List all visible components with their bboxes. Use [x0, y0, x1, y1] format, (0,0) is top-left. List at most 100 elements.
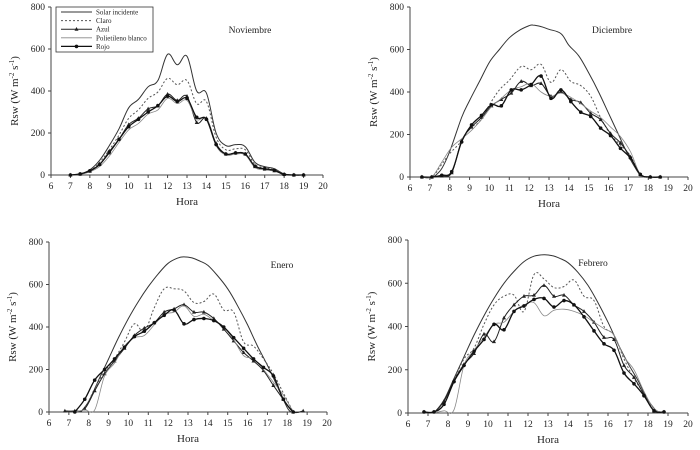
panel-title: Febrero	[578, 259, 608, 269]
data-point-rojo	[632, 382, 636, 386]
series-rojo	[420, 74, 662, 179]
x-tick-label: 17	[263, 419, 273, 429]
y-tick-label: 400	[29, 323, 44, 333]
data-point-rojo	[92, 378, 97, 382]
data-point-azul	[622, 363, 626, 367]
y-tick-label: 600	[31, 45, 46, 55]
series-azul	[419, 79, 663, 179]
y-tick-label: 400	[390, 88, 405, 98]
x-tick-label: 8	[447, 184, 452, 194]
y-tick-label: 600	[390, 46, 405, 56]
data-point-rojo	[107, 150, 112, 154]
data-point-rojo	[301, 173, 306, 177]
data-point-rojo	[262, 166, 267, 171]
series-rojo	[68, 94, 306, 177]
x-tick-label: 6	[406, 420, 411, 430]
x-tick-label: 19	[299, 182, 309, 192]
data-point-rojo	[542, 296, 546, 301]
data-point-rojo	[582, 314, 586, 319]
y-tick-label: 600	[388, 279, 403, 289]
data-point-rojo	[68, 173, 73, 177]
x-tick-label: 16	[604, 184, 614, 194]
data-point-rojo	[136, 117, 141, 122]
data-point-rojo	[452, 379, 456, 384]
legend-label-poli: Polietileno blanco	[96, 34, 147, 42]
data-point-rojo	[592, 329, 596, 333]
series-azul	[68, 91, 306, 177]
data-point-rojo	[549, 96, 553, 101]
series-poli	[74, 305, 294, 413]
data-point-azul	[499, 97, 504, 101]
data-point-azul	[301, 408, 306, 413]
data-point-rojo	[552, 305, 556, 309]
x-tick-label: 18	[643, 420, 653, 430]
x-tick-label: 16	[243, 419, 253, 429]
data-point-azul	[632, 375, 636, 379]
data-point-rojo	[449, 169, 454, 174]
data-point-azul	[502, 315, 506, 320]
x-axis-title: Hora	[177, 433, 199, 445]
data-point-rojo	[628, 156, 633, 160]
data-point-rojo	[439, 173, 444, 178]
data-point-azul	[82, 406, 87, 411]
x-tick-label: 15	[584, 184, 594, 194]
data-point-rojo	[243, 152, 248, 156]
x-tick-label: 7	[426, 420, 431, 430]
data-point-rojo	[479, 113, 484, 118]
x-tick-label: 10	[483, 420, 493, 430]
series-line-rojo	[421, 75, 661, 178]
series-line-solar	[433, 24, 649, 178]
x-tick-label: 12	[524, 184, 534, 194]
data-point-azul	[492, 339, 496, 344]
data-point-rojo	[492, 322, 496, 327]
x-tick-label: 7	[427, 184, 432, 194]
chart-panel-enero: 6 7 8 9 10 11 12 13 14 15 16 17 18 19 200200400600800H…	[6, 238, 332, 445]
data-point-azul	[211, 316, 216, 320]
legend-marker-azul	[74, 27, 79, 31]
panel-title: Enero	[271, 261, 294, 271]
x-tick-label: 7	[68, 182, 73, 192]
data-point-rojo	[519, 88, 523, 92]
data-point-rojo	[662, 410, 666, 414]
data-point-azul	[562, 292, 566, 297]
data-point-rojo	[291, 410, 296, 414]
data-point-rojo	[652, 409, 656, 413]
series-line-solar	[80, 256, 292, 413]
data-point-azul	[588, 111, 593, 115]
x-tick-label: 20	[322, 419, 332, 429]
data-point-rojo	[292, 173, 296, 177]
y-tick-label: 400	[388, 323, 403, 333]
x-tick-label: 13	[182, 182, 192, 192]
chart-panel-febrero: 6 7 8 9 10 11 12 13 14 15 16 17 18 19 200200400600800H…	[365, 236, 693, 446]
series-solar	[433, 24, 649, 178]
data-point-rojo	[562, 298, 566, 303]
data-point-rojo	[430, 175, 434, 179]
series-line-poli	[70, 97, 304, 176]
data-point-rojo	[459, 140, 464, 144]
y-tick-label: 400	[31, 87, 46, 97]
data-point-azul	[539, 81, 544, 85]
data-point-azul	[162, 309, 167, 314]
y-axis-title: Rsw (W m-2 s-1)	[6, 292, 19, 362]
x-tick-label: 13	[543, 420, 553, 430]
x-tick-label: 17	[260, 182, 270, 192]
data-point-rojo	[648, 175, 653, 179]
data-point-rojo	[241, 346, 246, 351]
data-point-rojo	[432, 410, 436, 414]
data-point-rojo	[224, 152, 228, 156]
data-point-rojo	[88, 169, 92, 173]
data-point-rojo	[638, 172, 643, 177]
x-tick-label: 9	[107, 182, 112, 192]
data-point-rojo	[472, 349, 476, 354]
x-tick-label: 12	[163, 182, 173, 192]
data-point-rojo	[281, 397, 286, 402]
series-line-azul	[423, 284, 665, 414]
data-point-azul	[472, 351, 476, 356]
x-tick-label: 9	[466, 420, 471, 430]
data-point-rojo	[469, 123, 474, 127]
y-tick-label: 200	[31, 129, 46, 139]
data-point-azul	[92, 388, 97, 393]
panel-title: Noviembre	[229, 26, 272, 36]
